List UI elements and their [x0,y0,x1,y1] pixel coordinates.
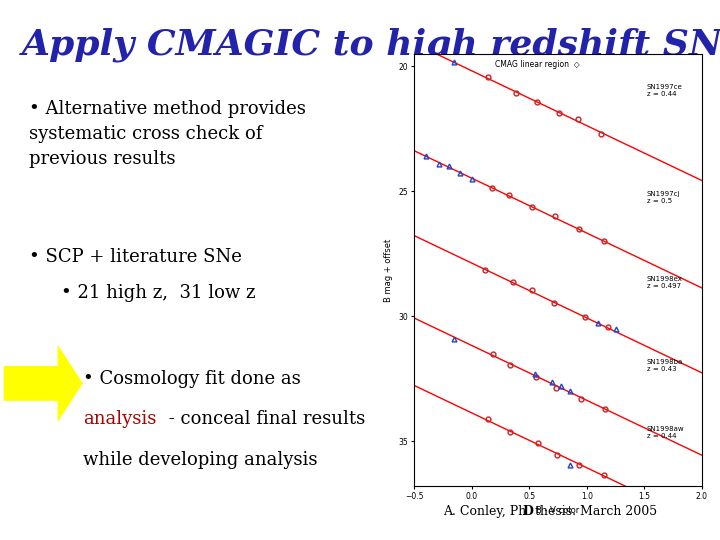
Text: • 21 high z,  31 low z: • 21 high z, 31 low z [61,284,256,301]
Text: analysis: analysis [83,410,156,428]
Text: SN1998aw
z = 0.44: SN1998aw z = 0.44 [647,426,684,439]
Text: Apply CMAGIC to high redshift SNe: Apply CMAGIC to high redshift SNe [22,27,720,62]
Text: SN1998ba
z = 0.43: SN1998ba z = 0.43 [647,359,683,372]
Text: SN1997cj
z = 0.5: SN1997cj z = 0.5 [647,191,680,204]
Text: thesis. March 2005: thesis. March 2005 [531,505,657,518]
Text: A. Conley, Ph: A. Conley, Ph [443,505,526,518]
Text: • Cosmology fit done as: • Cosmology fit done as [83,370,306,388]
Polygon shape [572,345,652,422]
Text: CMAG linear region  ◇: CMAG linear region ◇ [495,60,580,70]
Y-axis label: B mag + offset: B mag + offset [384,238,393,302]
Text: • Alternative method provides
systematic cross check of
previous results: • Alternative method provides systematic… [29,100,306,168]
Polygon shape [4,345,83,422]
Text: while developing analysis: while developing analysis [83,451,318,469]
Text: • SCP + literature SNe: • SCP + literature SNe [29,248,242,266]
Text: “blind”: “blind” [427,370,492,388]
Text: D: D [522,505,533,518]
Text: - conceal final results: - conceal final results [163,410,366,428]
X-axis label: B - V color: B - V color [536,506,580,515]
Text: SN1997ce
z = 0.44: SN1997ce z = 0.44 [647,84,683,97]
Text: SN1998ex
z = 0.497: SN1998ex z = 0.497 [647,276,683,289]
